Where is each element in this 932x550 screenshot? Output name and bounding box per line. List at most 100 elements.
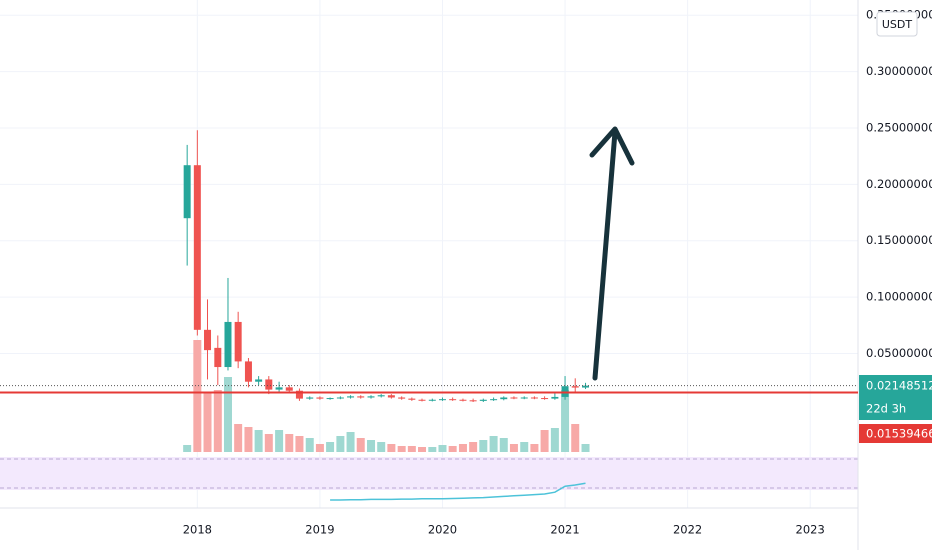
y-tick-label: 0.05000000 xyxy=(866,346,932,360)
volume-bar xyxy=(336,436,345,452)
candle-body xyxy=(571,386,579,388)
y-tick-label: 0.15000000 xyxy=(866,233,932,247)
candle-body xyxy=(285,387,293,391)
volume-bar xyxy=(356,438,365,452)
volume-bar xyxy=(448,446,457,452)
last-price-box xyxy=(859,375,932,420)
candle-body xyxy=(234,321,242,362)
volume-bar xyxy=(244,427,253,452)
candle-body xyxy=(541,398,549,400)
candle-body xyxy=(224,321,232,368)
candle-body xyxy=(459,399,467,401)
candle-body xyxy=(295,390,303,399)
volume-bar xyxy=(367,440,376,452)
candle-body xyxy=(357,396,365,398)
volume-bar xyxy=(479,440,488,452)
candle-body xyxy=(428,399,436,401)
volume-bar xyxy=(183,445,192,452)
candle-body xyxy=(367,396,375,398)
volume-bar xyxy=(469,442,478,452)
y-tick-label: 0.20000000 xyxy=(866,177,932,191)
currency-label: USDT xyxy=(882,18,913,31)
support-price-box xyxy=(859,424,932,443)
volume-bar xyxy=(550,428,559,452)
y-tick-label: 0.30000000 xyxy=(866,64,932,78)
arrow-annotation xyxy=(589,126,635,381)
candle-body xyxy=(255,379,263,382)
candle-body xyxy=(500,397,508,400)
candle-body xyxy=(520,397,528,399)
candle-body xyxy=(449,399,457,401)
x-tick-label: 2019 xyxy=(305,523,334,537)
volume-bar xyxy=(264,434,273,452)
candle-body xyxy=(582,385,590,388)
volume-bar xyxy=(254,430,263,452)
volume-bar xyxy=(326,442,335,452)
last-price-label: 0.02148512 xyxy=(866,379,932,393)
volume-bar xyxy=(223,377,232,452)
arrow-shaft xyxy=(592,129,618,381)
candle-body xyxy=(479,399,487,401)
x-tick-label: 2023 xyxy=(796,523,825,537)
volume-bar xyxy=(234,424,243,452)
candle-body xyxy=(408,398,416,400)
candle-body xyxy=(387,395,395,398)
candle-body xyxy=(326,398,334,400)
candle-body xyxy=(398,397,406,399)
candle-body xyxy=(510,397,518,399)
volume-bar xyxy=(193,340,202,452)
volume-bar xyxy=(203,392,212,452)
candle-body xyxy=(336,397,344,399)
volume-bar xyxy=(285,434,294,452)
volume-bar xyxy=(418,447,427,452)
volume-bar xyxy=(530,444,539,452)
x-tick-label: 2018 xyxy=(183,523,212,537)
volume-bar xyxy=(581,444,590,452)
arrow-head xyxy=(589,126,635,166)
candle-body xyxy=(551,396,559,399)
x-tick-label: 2022 xyxy=(673,523,702,537)
candle-body xyxy=(490,399,498,401)
x-tick-label: 2020 xyxy=(428,523,457,537)
volume-bar xyxy=(438,445,447,452)
candle-body xyxy=(275,387,283,390)
candle-body xyxy=(316,397,324,399)
volume-bar xyxy=(387,444,396,452)
marks xyxy=(0,130,858,501)
volume-bar xyxy=(499,438,508,452)
candle-body xyxy=(530,397,538,399)
volume-bar xyxy=(458,444,467,452)
candle-body xyxy=(347,396,355,398)
candle-body xyxy=(438,399,446,401)
volume-bar xyxy=(397,446,406,452)
volume-bar xyxy=(305,438,314,452)
volume-bar xyxy=(561,390,570,452)
volume-bar xyxy=(377,442,386,452)
candle-body xyxy=(377,395,385,397)
candle-body xyxy=(306,397,314,399)
volume-bar xyxy=(346,432,355,452)
candle-body xyxy=(193,165,201,330)
y-tick-label: 0.25000000 xyxy=(866,120,932,134)
volume-bar xyxy=(571,424,580,452)
volume-bar xyxy=(295,436,304,452)
x-tick-label: 2021 xyxy=(550,523,579,537)
candle-body xyxy=(244,361,252,382)
volume-bar xyxy=(428,447,437,452)
volume-bar xyxy=(213,390,222,452)
currency-box[interactable] xyxy=(876,11,918,37)
candle-body xyxy=(469,400,477,402)
y-tick-label: 0.10000000 xyxy=(866,290,932,304)
candle-body xyxy=(183,165,191,219)
volume-bar xyxy=(275,430,284,452)
volume-bar xyxy=(509,444,518,452)
rsi-line xyxy=(330,482,586,501)
volume-bar xyxy=(489,436,498,452)
volume-bar xyxy=(520,442,529,452)
candle-body xyxy=(418,399,426,401)
volume-bar xyxy=(315,444,324,452)
candle-body xyxy=(214,347,222,368)
volume-bar xyxy=(540,430,549,452)
support-price-label: 0.01539466 xyxy=(866,427,932,441)
